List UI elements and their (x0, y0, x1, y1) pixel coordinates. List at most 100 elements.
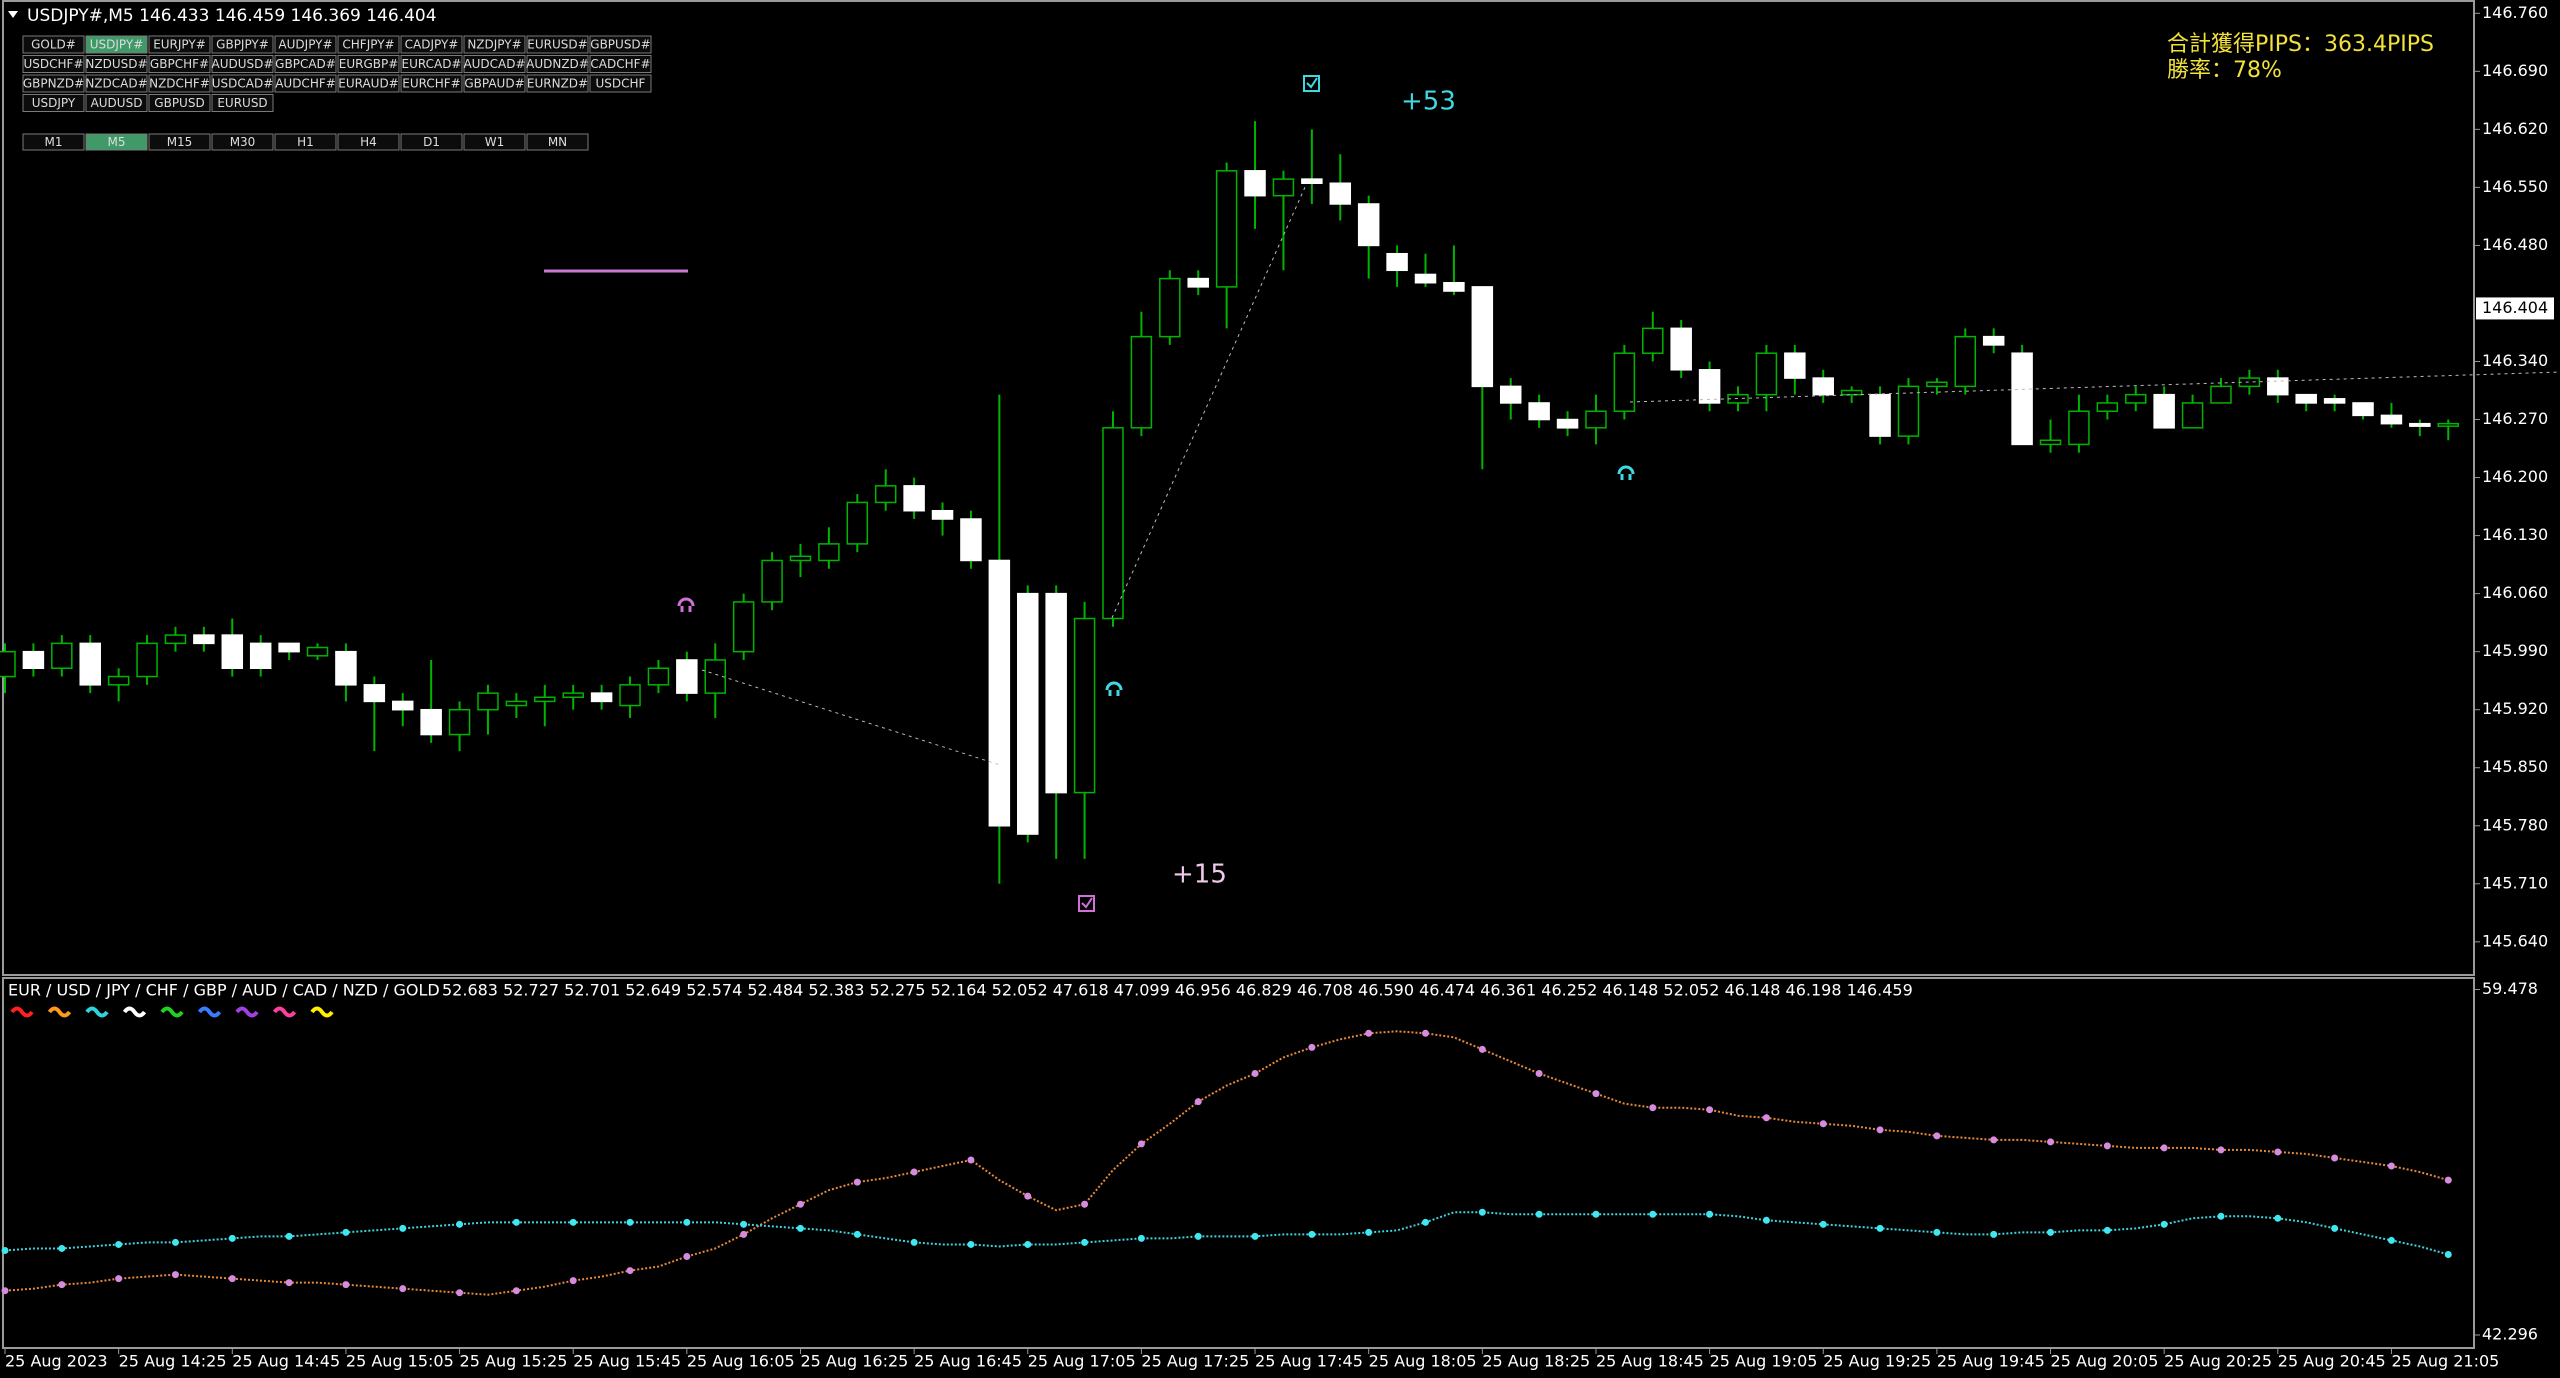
symbol-button[interactable]: GBPNZD# (22, 74, 85, 93)
candle-body (1301, 178, 1323, 184)
symbol-button[interactable]: USDCAD# (211, 74, 274, 93)
candle-body (2380, 414, 2403, 425)
symbol-button[interactable]: GBPCHF# (148, 55, 211, 73)
symbol-button[interactable]: CHFJPY# (337, 35, 400, 54)
candle-body (2096, 402, 2119, 412)
indicator-dot (1762, 1114, 1770, 1122)
candle-body (704, 659, 726, 694)
y-tick-label: 146.200 (2482, 467, 2548, 486)
timeframe-button[interactable]: D1 (400, 133, 463, 151)
symbol-button[interactable]: CADJPY# (400, 35, 463, 54)
symbol-button[interactable]: GBPJPY# (211, 35, 274, 54)
indicator-dot (2274, 1148, 2282, 1156)
symbol-button[interactable]: GOLD# (22, 35, 85, 54)
price-panel (2, 0, 2475, 976)
symbol-button[interactable]: GBPUSD (148, 94, 211, 112)
legend-swatch (235, 1006, 259, 1018)
symbol-button[interactable]: AUDJPY# (274, 35, 337, 54)
symbol-button[interactable]: EURGBP# (337, 55, 400, 73)
indicator-dot (1876, 1126, 1884, 1134)
symbol-button[interactable]: EURAUD# (337, 74, 400, 93)
symbol-button[interactable]: USDCHF# (22, 55, 85, 73)
dropdown-icon[interactable] (8, 11, 18, 18)
symbol-button[interactable]: USDJPY (22, 94, 85, 112)
symbol-button[interactable]: AUDCHF# (274, 74, 337, 93)
y-tick-label: 146.690 (2482, 61, 2548, 80)
symbol-button[interactable]: GBPAUD# (463, 74, 526, 93)
legend-swatch (85, 1006, 109, 1018)
indicator-dot (626, 1218, 634, 1226)
timeframe-button[interactable]: M5 (85, 133, 148, 151)
symbol-button[interactable]: NZDJPY# (463, 35, 526, 54)
symbol-button[interactable]: AUDUSD (85, 94, 148, 112)
symbol-button[interactable]: GBPCAD# (274, 55, 337, 73)
symbol-button[interactable]: EURUSD# (526, 35, 589, 54)
symbol-button[interactable]: CADCHF# (589, 55, 652, 73)
candle-body (1840, 389, 1863, 396)
indicator-title: EUR / USD / JPY / CHF / GBP / AUD / CAD … (8, 981, 440, 1000)
symbol-button[interactable]: EURCHF# (400, 74, 463, 93)
x-tick-label: 25 Aug 19:05 (1710, 1352, 1818, 1371)
candle-body (1670, 327, 1692, 371)
legend-swatch (197, 1006, 222, 1018)
indicator-dot (512, 1287, 520, 1295)
x-tick-label: 25 Aug 16:05 (687, 1352, 795, 1371)
y-tick-label: 145.780 (2482, 815, 2548, 834)
indicator-dot (2103, 1142, 2111, 1150)
current-price-tag (2476, 297, 2554, 320)
indicator-dot (1308, 1043, 1316, 1051)
indicator-dot (1649, 1210, 1657, 1218)
symbol-button[interactable]: NZDCAD# (85, 74, 148, 93)
button-bg (463, 35, 526, 54)
indicator-dot (796, 1200, 804, 1208)
indicator-dot (626, 1267, 634, 1275)
symbol-button[interactable]: AUDUSD# (211, 55, 274, 73)
y-tick-label: 146.060 (2482, 583, 2548, 602)
candle-body (391, 700, 414, 711)
indicator-dot (1081, 1238, 1089, 1246)
x-tick-label: 25 Aug 21:05 (2391, 1352, 2499, 1371)
total-pips: 合計獲得PIPS：363.4PIPS (2167, 32, 2434, 57)
timeframe-button[interactable]: H4 (337, 133, 400, 151)
indicator-dot (2103, 1226, 2111, 1234)
symbol-button[interactable]: AUDNZD# (526, 55, 589, 73)
y-tick-label: 59.478 (2482, 979, 2538, 998)
symbol-button[interactable]: USDJPY# (85, 35, 148, 54)
trade-line (701, 669, 1001, 766)
timeframe-button[interactable]: M15 (148, 133, 211, 151)
timeframe-button[interactable]: M30 (211, 133, 274, 151)
candle-body (2181, 402, 2204, 429)
candle-body (22, 650, 45, 669)
candle-body (2011, 352, 2033, 446)
timeframe-button[interactable]: H1 (274, 133, 337, 151)
symbol-button[interactable]: EURJPY# (148, 35, 211, 54)
timeframe-button[interactable]: W1 (463, 133, 526, 151)
button-label: GBPAUD# (464, 77, 524, 91)
button-bg (400, 133, 463, 151)
button-label: CADJPY# (405, 38, 459, 52)
symbol-button[interactable]: EURNZD# (526, 74, 589, 93)
candle-body (903, 485, 925, 512)
indicator-dot (2444, 1250, 2452, 1258)
timeframe-button[interactable]: M1 (22, 133, 85, 151)
candle-body (1357, 203, 1380, 247)
symbol-button[interactable]: AUDCAD# (463, 55, 526, 73)
button-label: M30 (230, 135, 256, 149)
button-label: USDJPY (32, 96, 76, 110)
indicator-dot (967, 1240, 975, 1248)
symbol-button[interactable]: USDCHF (589, 74, 652, 93)
timeframe-button[interactable]: MN (526, 133, 589, 151)
symbol-button[interactable]: GBPUSD# (589, 35, 652, 54)
indicator-panel (2, 977, 2475, 1349)
candle-body (1869, 393, 1891, 437)
symbol-button[interactable]: EURUSD (211, 94, 274, 112)
indicator-dot (1933, 1132, 1941, 1140)
x-tick-label: 25 Aug 14:45 (232, 1352, 340, 1371)
indicator-dot (1990, 1230, 1998, 1238)
indicator-dot (910, 1168, 918, 1176)
button-bg (526, 55, 589, 73)
symbol-button[interactable]: NZDUSD# (85, 55, 148, 73)
symbol-button[interactable]: NZDCHF# (148, 74, 211, 93)
symbol-button[interactable]: EURCAD# (400, 55, 463, 73)
y-tick-label: 145.640 (2482, 931, 2548, 950)
